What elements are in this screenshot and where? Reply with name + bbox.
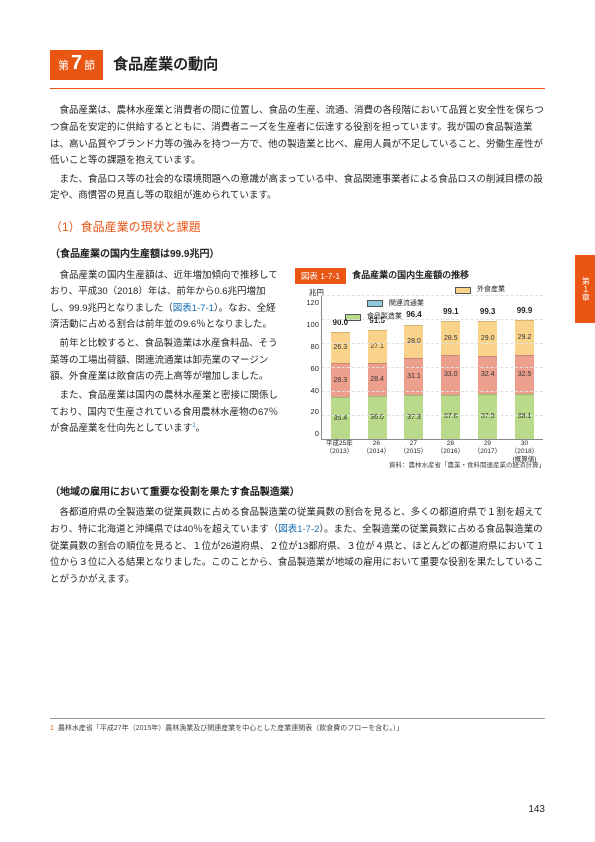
- y-tick: 80: [295, 340, 319, 353]
- left-p3b: 。: [196, 423, 206, 434]
- x-tick: 30（2018）(概算値): [511, 440, 538, 458]
- bar-segment: 26.3: [331, 332, 350, 363]
- bar-segment: 33.0: [441, 355, 460, 394]
- chart-column: 図表 1-7-1 食品産業の国内生産額の推移 兆円 外食産業 関連流通業: [295, 268, 545, 472]
- x-tick: 27（2015）: [400, 440, 427, 458]
- section-title: 食品産業の動向: [113, 52, 545, 78]
- intro-block: 食品産業は、農林水産業と消費者の間に位置し、食品の生産、流通、消費の各段階におい…: [50, 103, 545, 205]
- x-tick: 平成25年（2013）: [326, 440, 353, 458]
- bar-total-label: 99.1: [441, 305, 460, 319]
- stacked-bar-chart: 兆円 外食産業 関連流通業 食品製造業 12010080604: [295, 288, 545, 458]
- left-p2: 前年と比較すると、食品製造業は水産食料品、そう菜等の工場出荷額、関連流通業は卸売…: [50, 336, 281, 386]
- bar-segment-value: 28.0: [404, 336, 423, 348]
- bar-segment-value: 32.5: [515, 369, 534, 381]
- subheading-1: （食品産業の国内生産額は99.9兆円）: [50, 246, 545, 264]
- bar-total-label: 99.9: [515, 304, 534, 318]
- intro-p2: また、食品ロス等の社会的な環境問題への意識が高まっている中、食品関連事業者による…: [50, 172, 545, 205]
- chart-x-axis: 平成25年（2013） 26（2014） 27（2015） 28（2016） 29（20…: [321, 440, 543, 458]
- section-number: 7: [71, 53, 82, 73]
- bar-segment: 37.6: [441, 395, 460, 440]
- bar-segment: 28.0: [404, 325, 423, 358]
- gridline: [322, 295, 543, 296]
- section-pre: 第: [58, 57, 69, 76]
- fig-link-1-7-2[interactable]: 図表1-7-2: [278, 524, 319, 535]
- bar-segment: 28.3: [331, 363, 350, 397]
- y-tick: 60: [295, 362, 319, 375]
- bar-segment-value: 38.1: [515, 411, 534, 423]
- section-post: 節: [84, 57, 95, 76]
- bar-segment-value: 28.3: [331, 375, 350, 387]
- gridline: [322, 415, 543, 416]
- bar-segment: 27.1: [368, 330, 387, 362]
- left-p3a: また、食品産業は国内の農林水産業と密接に関係しており、国内で生産されている食用農…: [50, 390, 278, 434]
- gridline: [322, 391, 543, 392]
- y-tick: 0: [295, 427, 319, 440]
- bar-segment-value: 32.4: [478, 369, 497, 381]
- section-underline: [50, 88, 545, 89]
- bar-segment: 35.4: [331, 397, 350, 439]
- bar-segment: 31.1: [404, 358, 423, 395]
- legend-box-s1: [455, 287, 471, 294]
- gridline: [322, 367, 543, 368]
- left-p1: 食品産業の国内生産額は、近年増加傾向で推移しており、平成30（2018）年は、前…: [50, 268, 281, 335]
- bar-segment-value: 28.4: [368, 374, 387, 386]
- footnote-1: 1 農林水産省「平成27年（2015年）農林漁業及び関連産業を中心とした産業連関表…: [50, 723, 545, 735]
- bar-column: 90.0 26.3 28.3 35.4: [331, 296, 350, 439]
- bar-column: 96.4 28.0 31.1 37.3: [404, 296, 423, 439]
- y-tick: 100: [295, 318, 319, 331]
- x-tick: 28（2016）: [437, 440, 464, 458]
- bar-segment: 28.5: [441, 321, 460, 355]
- footnote-number: 1: [50, 725, 54, 732]
- y-tick: 20: [295, 405, 319, 418]
- y-tick: 120: [295, 296, 319, 309]
- para2: 各都道府県の全製造業の従業員数に占める食品製造業の従業員数の割合を見ると、多くの…: [50, 505, 545, 588]
- subheading-2: （地域の雇用において重要な役割を果たす食品製造業）: [50, 484, 545, 502]
- page-number: 143: [528, 801, 545, 819]
- bar-segment: 32.5: [515, 355, 534, 394]
- bar-segment: 38.1: [515, 394, 534, 439]
- bar-segment-value: 31.1: [404, 371, 423, 383]
- bar-segment: 37.9: [478, 394, 497, 439]
- left-p3: また、食品産業は国内の農林水産業と密接に関係しており、国内で生産されている食用農…: [50, 388, 281, 438]
- chart-title: 食品産業の国内生産額の推移: [352, 268, 469, 284]
- intro-p1: 食品産業は、農林水産業と消費者の間に位置し、食品の生産、流通、消費の各段階におい…: [50, 103, 545, 170]
- chart-y-axis: 120 100 80 60 40 20 0: [295, 296, 319, 440]
- gridline: [322, 343, 543, 344]
- bar-segment-value: 33.0: [441, 369, 460, 381]
- bar-segment: 36.0: [368, 396, 387, 439]
- x-tick: 26（2014）: [363, 440, 390, 458]
- bar-segment-value: 37.3: [404, 412, 423, 424]
- chart-bars: 90.0 26.3 28.3 35.4 91.5 27.1 28.4 36.0 96.4 28.0…: [322, 296, 543, 439]
- fig-link-1-7-1[interactable]: 図表1-7-1: [173, 303, 214, 314]
- heading-1: （1）食品産業の現状と課題: [50, 217, 545, 238]
- x-tick: 29（2017）: [474, 440, 501, 458]
- bar-segment: 37.3: [404, 395, 423, 439]
- bar-column: 91.5 27.1 28.4 36.0: [368, 296, 387, 439]
- bar-segment-value: 37.9: [478, 411, 497, 423]
- chart-tag: 図表 1-7-1: [295, 268, 346, 285]
- bar-total-label: 91.5: [368, 314, 387, 328]
- bar-total-label: 99.3: [478, 305, 497, 319]
- bar-column: 99.9 29.2 32.5 38.1: [515, 296, 534, 439]
- chart-header: 図表 1-7-1 食品産業の国内生産額の推移: [295, 268, 545, 285]
- section-badge: 第 7 節: [50, 50, 103, 80]
- bar-segment: 32.4: [478, 356, 497, 395]
- bar-segment-value: 37.6: [441, 411, 460, 423]
- gridline: [322, 319, 543, 320]
- bar-total-label: 90.0: [331, 316, 350, 330]
- footnote-rule: [50, 718, 545, 719]
- bar-segment: 29.0: [478, 321, 497, 356]
- bar-column: 99.1 28.5 33.0 37.6: [441, 296, 460, 439]
- section-header: 第 7 節 食品産業の動向: [50, 50, 545, 80]
- left-text-column: 食品産業の国内生産額は、近年増加傾向で推移しており、平成30（2018）年は、前…: [50, 268, 281, 472]
- two-column-row: 食品産業の国内生産額は、近年増加傾向で推移しており、平成30（2018）年は、前…: [50, 268, 545, 472]
- y-tick: 40: [295, 384, 319, 397]
- footnote-text: 農林水産省「平成27年（2015年）農林漁業及び関連産業を中心とした産業連関表（…: [58, 725, 403, 732]
- bar-column: 99.3 29.0 32.4 37.9: [478, 296, 497, 439]
- bar-total-label: 96.4: [404, 308, 423, 322]
- chart-source: 資料：農林水産省「農業・食料関連産業の経済計算」: [295, 460, 545, 471]
- page-content: 第 7 節 食品産業の動向 食品産業は、農林水産業と消費者の間に位置し、食品の生…: [0, 0, 595, 842]
- chart-plot-area: 90.0 26.3 28.3 35.4 91.5 27.1 28.4 36.0 96.4 28.0…: [321, 296, 543, 440]
- bar-segment: 29.2: [515, 320, 534, 355]
